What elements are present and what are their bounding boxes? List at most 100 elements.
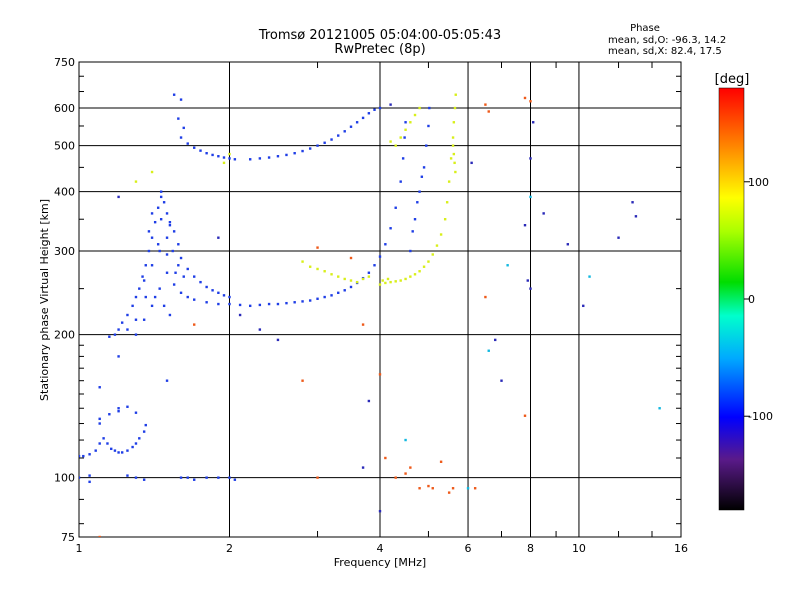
data-point bbox=[211, 289, 214, 292]
data-point bbox=[427, 484, 430, 488]
data-point bbox=[165, 379, 169, 382]
data-point bbox=[248, 158, 252, 161]
data-point bbox=[126, 405, 129, 408]
data-point bbox=[134, 180, 138, 183]
data-point bbox=[337, 134, 340, 137]
data-point bbox=[435, 244, 439, 247]
data-point bbox=[153, 295, 157, 299]
data-point bbox=[162, 201, 166, 204]
data-point bbox=[487, 110, 490, 113]
data-point bbox=[142, 318, 146, 321]
data-point bbox=[361, 466, 365, 469]
data-point bbox=[193, 478, 196, 481]
data-point bbox=[134, 295, 138, 299]
data-point bbox=[401, 157, 405, 160]
y-tick-label: 200 bbox=[54, 329, 75, 342]
data-point bbox=[453, 161, 456, 165]
data-point bbox=[193, 146, 196, 149]
data-point bbox=[301, 149, 304, 153]
data-point bbox=[217, 155, 220, 158]
data-point bbox=[267, 156, 271, 159]
data-point bbox=[293, 301, 296, 304]
data-point bbox=[399, 136, 402, 139]
data-point bbox=[529, 287, 532, 290]
data-point bbox=[126, 328, 129, 331]
data-point bbox=[238, 313, 242, 317]
y-tick-label: 75 bbox=[61, 531, 75, 544]
data-point bbox=[177, 264, 180, 267]
data-point bbox=[523, 96, 527, 100]
x-tick-label: 2 bbox=[226, 542, 233, 555]
data-point bbox=[349, 285, 353, 289]
data-point bbox=[439, 233, 443, 236]
data-point bbox=[172, 93, 176, 96]
data-point bbox=[389, 280, 392, 284]
data-point bbox=[323, 270, 326, 273]
data-point bbox=[323, 141, 326, 144]
data-point bbox=[276, 155, 280, 158]
data-point bbox=[159, 195, 163, 199]
data-point bbox=[258, 303, 262, 307]
data-point bbox=[422, 166, 426, 169]
data-point bbox=[165, 271, 169, 274]
data-point bbox=[454, 170, 457, 174]
data-point bbox=[120, 451, 124, 454]
data-point bbox=[144, 264, 147, 267]
data-point bbox=[427, 260, 430, 263]
y-axis-label: Stationary phase Virtual Height [km] bbox=[38, 199, 51, 401]
data-point bbox=[526, 279, 529, 282]
data-point bbox=[529, 100, 532, 103]
data-point bbox=[308, 147, 312, 150]
phase-o-stats: mean, sd,O: -96.3, 14.2 bbox=[608, 35, 726, 46]
data-point bbox=[316, 297, 319, 300]
data-point bbox=[343, 130, 346, 133]
data-point bbox=[404, 438, 407, 442]
data-point bbox=[117, 410, 120, 413]
data-point bbox=[373, 108, 376, 111]
data-point bbox=[113, 449, 117, 452]
data-point bbox=[156, 206, 160, 209]
colorbar-tick-label: 0 bbox=[748, 293, 755, 306]
data-point bbox=[88, 480, 91, 484]
data-point bbox=[193, 323, 196, 326]
data-point bbox=[367, 399, 371, 403]
data-point bbox=[394, 206, 397, 209]
data-point bbox=[228, 157, 231, 160]
data-point bbox=[330, 273, 333, 276]
data-point bbox=[403, 136, 406, 139]
x-tick-label: 6 bbox=[465, 542, 472, 555]
data-point bbox=[222, 294, 226, 297]
data-point bbox=[205, 476, 208, 479]
data-point bbox=[153, 220, 157, 224]
data-point bbox=[179, 256, 183, 260]
data-point bbox=[150, 264, 154, 267]
data-point bbox=[443, 218, 447, 221]
colorbar-tick-label: -100 bbox=[748, 410, 773, 423]
data-point bbox=[113, 333, 117, 336]
data-point bbox=[79, 476, 81, 479]
data-point bbox=[355, 280, 359, 284]
data-point bbox=[158, 249, 161, 253]
data-point bbox=[217, 302, 220, 306]
data-point bbox=[404, 472, 407, 475]
data-point bbox=[186, 295, 189, 299]
data-point bbox=[367, 275, 371, 278]
data-point bbox=[523, 224, 527, 227]
data-point bbox=[413, 218, 417, 221]
data-point bbox=[205, 285, 208, 289]
data-point bbox=[389, 140, 392, 143]
data-point bbox=[179, 291, 183, 295]
y-tick-label: 500 bbox=[54, 140, 75, 153]
data-point bbox=[378, 283, 382, 286]
data-point bbox=[588, 275, 591, 278]
data-point bbox=[168, 313, 172, 317]
data-point bbox=[445, 201, 449, 204]
data-point bbox=[193, 275, 196, 278]
data-point bbox=[634, 215, 638, 218]
data-point bbox=[144, 295, 147, 299]
data-point bbox=[138, 437, 141, 440]
colorbar-label: [deg] bbox=[715, 72, 750, 87]
data-point bbox=[98, 442, 101, 445]
x-tick-label: 16 bbox=[674, 542, 688, 555]
data-point bbox=[186, 267, 189, 271]
